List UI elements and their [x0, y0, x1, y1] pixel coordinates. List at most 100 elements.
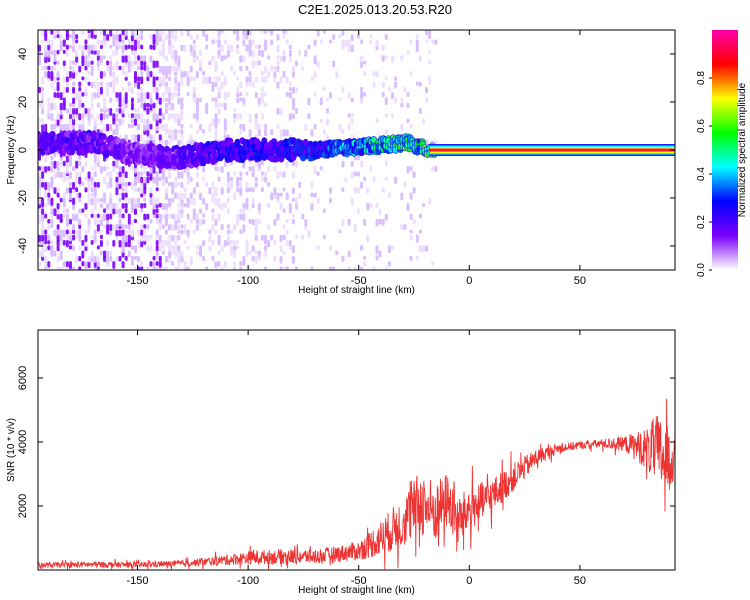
noise-cell: [304, 49, 308, 57]
noise-cell: [409, 123, 413, 128]
noise-cell: [155, 171, 159, 180]
noise-cell: [44, 245, 48, 253]
noise-cell: [363, 71, 367, 76]
noise-cell: [161, 39, 165, 46]
noise-cell: [205, 266, 209, 270]
noise-cell: [137, 97, 141, 104]
noise-cell: [214, 60, 218, 69]
noise-cell: [87, 171, 91, 179]
noise-cell: [245, 171, 249, 176]
noise-cell: [149, 44, 153, 50]
noise-cell: [90, 71, 94, 77]
noise-cell: [223, 118, 227, 126]
noise-cell: [90, 113, 94, 120]
noise-cell: [254, 113, 258, 120]
noise-cell: [174, 224, 178, 231]
noise-cell: [245, 181, 249, 187]
noise-cell: [115, 60, 119, 68]
noise-cell: [164, 97, 168, 102]
noise-cell: [168, 97, 172, 105]
noise-cell: [106, 224, 110, 231]
noise-cell: [195, 250, 199, 256]
noise-cell: [310, 192, 314, 198]
noise-cell: [72, 39, 76, 47]
noise-cell: [168, 92, 172, 98]
noise-cell: [137, 203, 141, 208]
noise-cell: [56, 255, 60, 263]
noise-cell: [369, 39, 373, 44]
noise-cell: [81, 92, 85, 97]
noise-cell: [140, 192, 144, 198]
noise-cell: [276, 197, 280, 204]
noise-cell: [155, 187, 159, 192]
noise-cell: [121, 55, 125, 63]
noise-cell: [183, 71, 187, 78]
noise-cell: [254, 176, 258, 182]
noise-cell: [285, 92, 289, 97]
noise-cell: [152, 255, 156, 261]
noise-cell: [127, 224, 131, 230]
signal-cell: [69, 148, 76, 156]
noise-cell: [140, 86, 144, 92]
noise-cell: [41, 255, 45, 261]
noise-cell: [50, 123, 54, 131]
noise-cell: [264, 44, 268, 51]
noise-cell: [251, 39, 255, 46]
noise-cell: [168, 113, 172, 121]
noise-cell: [109, 30, 113, 37]
noise-cell: [205, 76, 209, 85]
noise-cell: [124, 97, 128, 104]
noise-cell: [93, 118, 97, 127]
noise-cell: [195, 181, 199, 188]
x-tick-label: -150: [127, 575, 149, 587]
noise-cell: [118, 97, 122, 104]
noise-cell: [161, 97, 165, 102]
noise-cell: [109, 108, 113, 116]
noise-cell: [189, 255, 193, 263]
noise-cell: [115, 123, 119, 131]
noise-cell: [93, 255, 97, 263]
noise-cell: [248, 129, 252, 138]
noise-cell: [406, 118, 410, 124]
noise-cell: [62, 39, 66, 47]
noise-cell: [186, 266, 190, 270]
noise-cell: [149, 245, 153, 252]
noise-cell: [291, 213, 295, 218]
noise-cell: [56, 234, 60, 242]
noise-cell: [38, 166, 41, 171]
noise-cell: [137, 76, 141, 82]
noise-cell: [369, 203, 373, 209]
noise-cell: [140, 176, 144, 184]
noise-cell: [78, 86, 82, 92]
noise-cell: [158, 255, 162, 262]
noise-cell: [56, 49, 60, 55]
noise-cell: [325, 134, 329, 141]
noise-cell: [180, 171, 184, 179]
noise-cell: [164, 139, 168, 148]
noise-cell: [115, 255, 119, 263]
noise-cell: [242, 55, 246, 63]
noise-cell: [313, 71, 317, 79]
noise-cell: [90, 60, 94, 65]
noise-cell: [47, 44, 51, 51]
noise-cell: [288, 203, 292, 212]
noise-cell: [121, 240, 125, 248]
noise-cell: [140, 71, 144, 77]
noise-cell: [208, 76, 212, 84]
noise-cell: [44, 203, 48, 208]
noise-cell: [288, 240, 292, 247]
noise-cell: [180, 108, 184, 115]
noise-cell: [338, 97, 342, 102]
noise-cell: [146, 102, 150, 108]
noise-cell: [353, 266, 357, 270]
noise-cell: [171, 197, 175, 203]
noise-cell: [415, 255, 419, 261]
noise-cell: [84, 86, 88, 92]
noise-cell: [180, 30, 184, 37]
noise-cell: [161, 76, 165, 85]
noise-cell: [109, 192, 113, 198]
noise-cell: [214, 197, 218, 206]
noise-cell: [239, 92, 243, 97]
noise-cell: [384, 113, 388, 118]
noise-cell: [96, 49, 100, 56]
